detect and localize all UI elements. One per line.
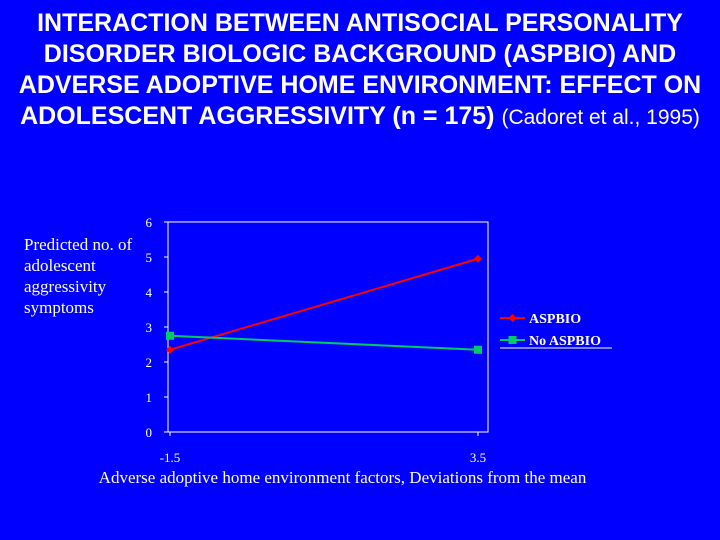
legend-marker-no-aspbio: [508, 336, 517, 344]
x-axis-label: Adverse adoptive home environment factor…: [98, 468, 587, 487]
x-tick-label: 3.5: [470, 450, 486, 465]
chart-title-main: INTERACTION BETWEEN ANTISOCIAL PERSONALI…: [18, 9, 702, 130]
data-point-aspbio: [166, 345, 174, 354]
y-axis-label: Predicted no. of adolescent aggressivity…: [24, 235, 133, 317]
y-tick-label: 2: [146, 355, 153, 370]
plot-area-frame: [167, 221, 489, 433]
series-line-no-aspbio: [169, 334, 479, 351]
y-tick-label: 6: [146, 215, 153, 230]
series-line-aspbio: [169, 257, 479, 351]
legend-label-no-aspbio: No ASPBIO: [529, 334, 601, 349]
data-point-aspbio: [474, 254, 482, 263]
legend-marker-aspbio: [508, 314, 517, 322]
chart-title: INTERACTION BETWEEN ANTISOCIAL PERSONALI…: [0, 8, 720, 133]
data-point-no-aspbio: [474, 345, 482, 354]
data-point-no-aspbio: [166, 331, 174, 340]
y-tick-label: 4: [146, 285, 153, 300]
x-tick-label: -1.5: [160, 450, 181, 465]
y-tick-label: 0: [146, 425, 153, 440]
y-tick-label: 3: [146, 320, 153, 335]
y-tick-label: 1: [146, 390, 153, 405]
legend-label-aspbio: ASPBIO: [529, 312, 581, 327]
y-tick-label: 5: [146, 250, 153, 265]
chart-title-citation: (Cadoret et al., 1995): [501, 106, 700, 129]
